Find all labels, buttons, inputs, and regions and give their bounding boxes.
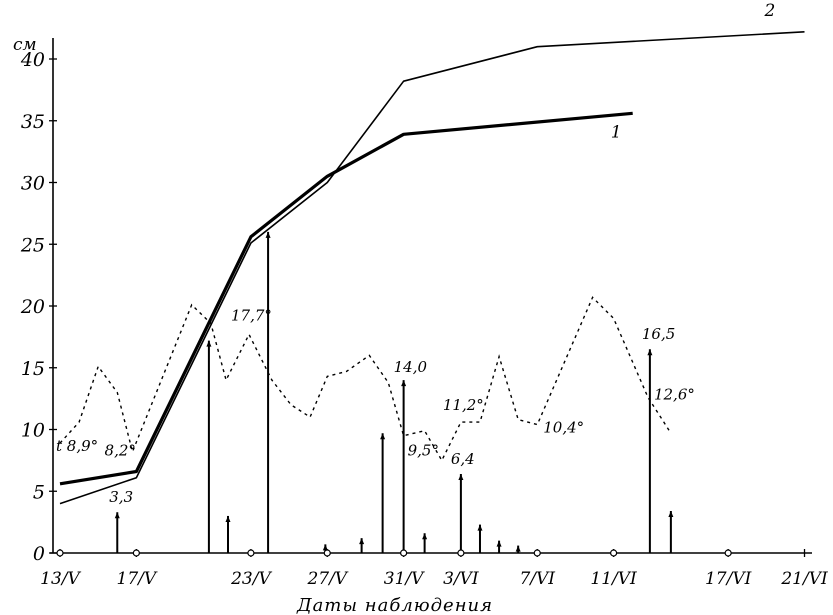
precipitation-label: 6,4 [451, 450, 475, 468]
precipitation-arrowhead [647, 349, 653, 356]
date-marker [457, 549, 465, 557]
x-tick-label: 13/V [40, 569, 81, 589]
date-marker [724, 549, 732, 557]
y-tick-label: 30 [21, 173, 45, 195]
axes [50, 38, 812, 554]
date-marker [247, 549, 255, 557]
y-tick-label: 25 [20, 234, 45, 256]
temperature-line [59, 296, 672, 462]
precipitation-arrowhead [359, 538, 365, 545]
y-tick-label: 20 [20, 296, 45, 318]
precipitation-arrowhead [668, 511, 674, 518]
precipitation-arrowhead [206, 340, 212, 347]
series-1-line [59, 111, 633, 486]
date-marker [132, 549, 140, 557]
x-tick-label: 27/V [306, 569, 348, 589]
annotations: t 8,9° 8,2° 17,7° 9,5° 11,2° 10,4° 12,6° 3,3 14,… [56, 306, 695, 506]
temperature-annotation: 9,5° [408, 442, 439, 460]
temperature-annotation: 12,6° [654, 385, 695, 403]
y-ticks: 0 5 10 15 20 25 30 35 40 [20, 49, 57, 565]
precipitation-arrowhead [114, 512, 120, 519]
precipitation-arrowhead [380, 433, 386, 440]
date-marker [533, 549, 541, 557]
temperature-annotation: 17,7° [231, 306, 272, 324]
x-tick-label: 23/V [230, 569, 272, 589]
precipitation-arrowhead [225, 515, 231, 522]
precipitation-arrowhead [477, 524, 483, 531]
precipitation-arrowhead [422, 533, 428, 540]
x-tick-label: 31/V [384, 569, 425, 589]
y-tick-label: 10 [21, 420, 45, 442]
y-tick-label: 5 [33, 481, 45, 503]
precipitation-label: 16,5 [642, 325, 675, 343]
y-tick-label: 35 [21, 111, 45, 133]
date-marker [323, 549, 331, 557]
date-marker [610, 549, 618, 557]
y-tick-label: 40 [20, 49, 45, 71]
series-1-label: 1 [611, 122, 622, 142]
precipitation-label: 3,3 [109, 488, 133, 506]
precipitation-arrowhead [265, 231, 271, 238]
precipitation-bars [114, 231, 674, 553]
date-marker [400, 549, 408, 557]
temperature-annotation: 11,2° [443, 396, 484, 414]
y-unit-label: см [13, 35, 37, 55]
x-tick-label: 17/V [117, 569, 158, 589]
precipitation-arrowhead [322, 544, 328, 551]
precipitation-arrowhead [496, 540, 502, 547]
series-2-label: 2 [764, 1, 776, 21]
x-tick-label: 21/VI [780, 569, 828, 589]
x-axis-title: Даты наблюдения [296, 595, 493, 615]
precipitation-arrowhead [458, 473, 464, 480]
x-tick-label: 11/VI [590, 569, 637, 589]
temperature-annotation: 10,4° [543, 419, 584, 437]
x-ticks: 13/V 17/V 23/V 27/V 31/V 3/VI 7/VI 11/VI 17/VI 21… [40, 549, 828, 589]
growth-series: 12 [59, 1, 805, 505]
date-marker [56, 549, 64, 557]
precipitation-label: 14,0 [394, 358, 428, 376]
x-tick-label: 17/VI [705, 569, 752, 589]
x-tick-label: 7/VI [519, 569, 555, 589]
series-2-line [59, 31, 805, 505]
y-tick-label: 0 [33, 543, 45, 565]
x-tick-label: 3/VI [443, 569, 479, 589]
precipitation-arrowhead [401, 380, 407, 387]
precipitation-arrowhead [515, 545, 521, 552]
temperature-annotation: 8,2° [105, 442, 136, 460]
date-markers [56, 549, 732, 557]
temperature-annotation: t 8,9° [56, 437, 98, 455]
y-tick-label: 15 [21, 358, 45, 380]
